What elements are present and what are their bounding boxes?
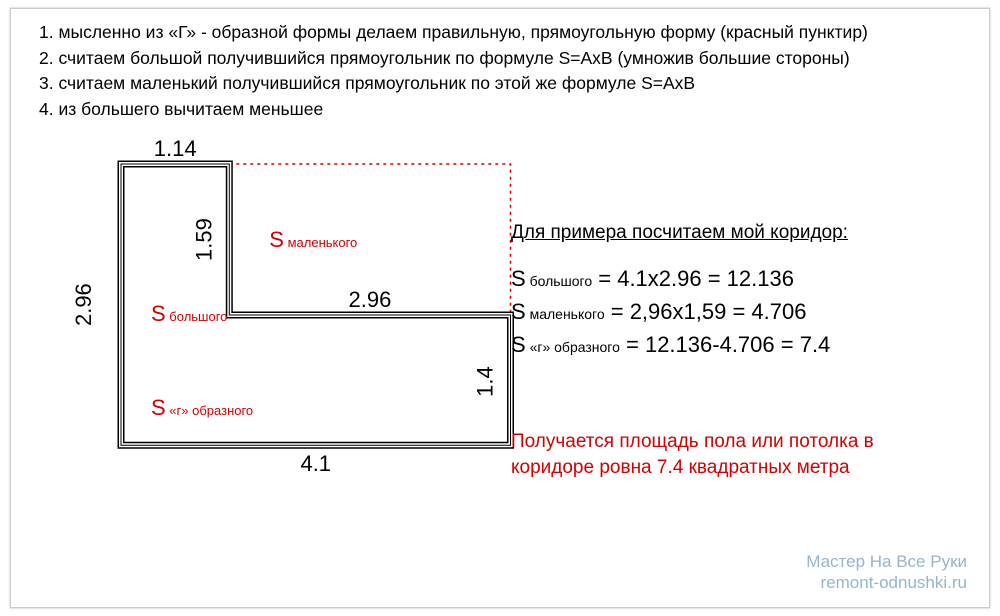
calculations-block: Для примера посчитаем мой коридор: S бол…	[511, 219, 991, 361]
instructions-block: 1. мысленно из «Г» - образной формы дела…	[39, 21, 969, 122]
calc-sub: маленького	[526, 306, 605, 322]
calc-S: S	[511, 299, 526, 324]
instruction-line: 4. из большего вычитаем меньшее	[39, 98, 969, 122]
calc-line: S маленького = 2,96х1,59 = 4.706	[511, 295, 991, 328]
dim-left: 2.96	[71, 283, 96, 326]
calc-eq: = 4.1х2.96 = 12.136	[592, 266, 794, 291]
calc-S: S	[511, 266, 526, 291]
dim-inner-vertical: 1.59	[191, 218, 216, 261]
instruction-line: 2. считаем большой получившийся прямоуго…	[39, 47, 969, 71]
dim-inner-horizontal: 2.96	[348, 287, 391, 312]
dim-bottom: 4.1	[300, 451, 331, 476]
dim-top: 1.14	[154, 136, 197, 161]
instruction-line: 3. считаем маленький получившийся прямоу…	[39, 72, 969, 96]
calc-line: S «г» образного = 12.136-4.706 = 7.4	[511, 328, 991, 361]
credit-line: Мастер На Все Руки	[806, 551, 967, 572]
result-text: Получается площадь пола или потолка в ко…	[511, 429, 941, 480]
calc-line: S большого = 4.1х2.96 = 12.136	[511, 262, 991, 295]
calc-title: Для примера посчитаем мой коридор:	[511, 219, 991, 248]
floorplan-diagram: 1.142.961.592.961.44.1S маленькогоS боль…	[51, 139, 471, 589]
instruction-line: 1. мысленно из «Г» - образной формы дела…	[39, 21, 969, 45]
calc-eq: = 12.136-4.706 = 7.4	[620, 332, 830, 357]
page-frame: 1. мысленно из «Г» - образной формы дела…	[10, 8, 990, 608]
s-label-small: S маленького	[269, 227, 357, 252]
credit-block: Мастер На Все Руки remont-odnushki.ru	[806, 551, 967, 594]
credit-line: remont-odnushki.ru	[806, 572, 967, 593]
diagram-svg: 1.142.961.592.961.44.1S маленькогоS боль…	[51, 139, 511, 609]
calc-sub: большого	[526, 273, 592, 289]
calc-eq: = 2,96х1,59 = 4.706	[605, 299, 807, 324]
calc-sub: «г» образного	[526, 339, 620, 355]
calc-S: S	[511, 332, 526, 357]
dim-right: 1.4	[473, 366, 498, 397]
